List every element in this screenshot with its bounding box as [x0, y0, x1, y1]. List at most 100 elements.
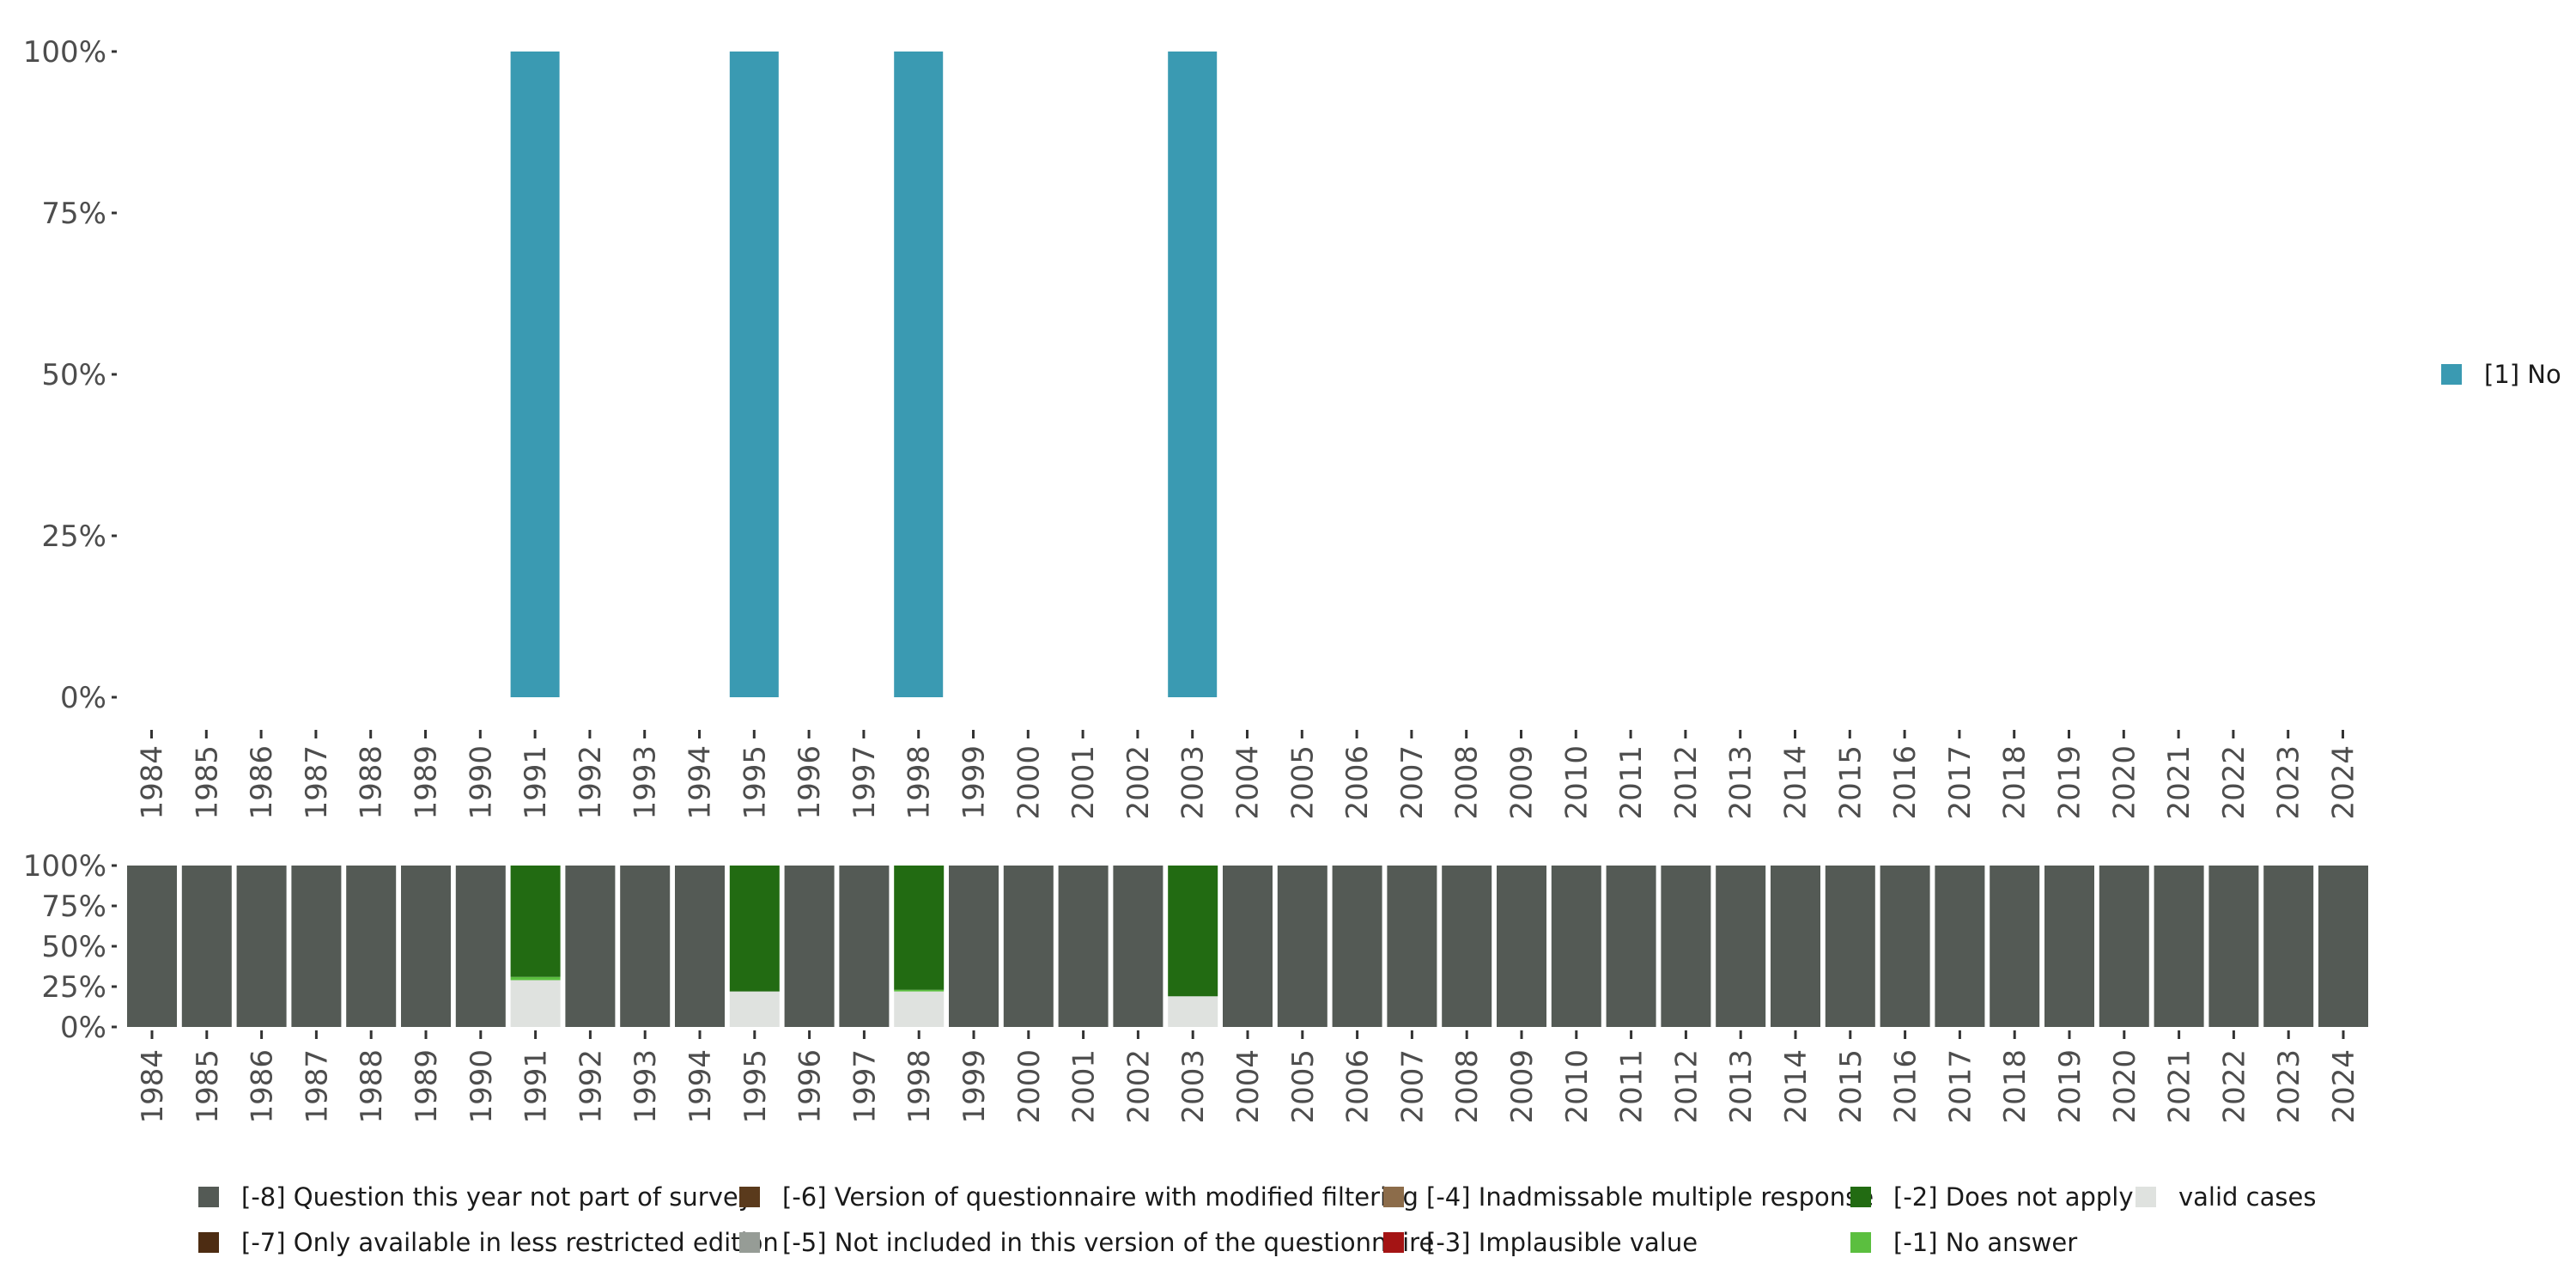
legend-swatch — [739, 1232, 760, 1253]
x-tick-label: 1990 — [464, 745, 498, 820]
x-tick-label: 1998 — [902, 745, 937, 820]
bar-segment — [1168, 866, 1218, 997]
x-tick-label: 1992 — [574, 1049, 608, 1124]
x-tick-label: 1996 — [793, 1049, 828, 1124]
x-tick-label: 2022 — [2217, 1049, 2251, 1124]
bar-segment — [2208, 866, 2259, 1027]
bar-segment — [729, 991, 780, 1027]
bar-segment — [1935, 866, 1985, 1027]
x-tick-label: 2003 — [1176, 745, 1211, 820]
bar-segment — [1387, 866, 1437, 1027]
legend-label: [-7] Only available in less restricted e… — [241, 1228, 779, 1257]
bar-segment — [894, 989, 945, 992]
bar-segment — [1223, 866, 1273, 1027]
bar-segment — [1825, 866, 1875, 1027]
x-tick-label: 2009 — [1505, 1049, 1540, 1124]
x-tick-label: 1987 — [300, 1049, 334, 1124]
x-tick-label: 2011 — [1615, 1049, 1649, 1124]
bar-segment — [2154, 866, 2204, 1027]
legend-label: [-3] Implausible value — [1426, 1228, 1698, 1257]
x-tick-label: 2001 — [1066, 745, 1101, 820]
x-tick-label: 2013 — [1724, 1049, 1759, 1124]
bar-segment — [1442, 866, 1492, 1027]
x-tick-label: 1992 — [574, 745, 608, 820]
x-tick-label: 2023 — [2272, 745, 2306, 820]
legend-label: [-5] Not included in this version of the… — [782, 1228, 1434, 1257]
bar-segment — [1990, 866, 2040, 1027]
bar-segment — [1716, 866, 1766, 1027]
x-tick-label: 2015 — [1834, 1049, 1868, 1124]
bar-segment — [236, 866, 287, 1027]
legend-swatch — [2441, 364, 2462, 385]
x-tick-label: 2018 — [1998, 1049, 2032, 1124]
x-tick-label: 2013 — [1724, 745, 1759, 820]
legend-label: [1] No — [2484, 360, 2561, 389]
legend-swatch — [2136, 1187, 2156, 1207]
x-tick-label: 2001 — [1067, 1049, 1102, 1124]
x-tick-label: 2019 — [2053, 1049, 2087, 1124]
x-tick-label: 1985 — [190, 745, 224, 820]
x-tick-label: 1997 — [848, 1049, 882, 1124]
legend-swatch — [1383, 1187, 1404, 1207]
x-tick-label: 2004 — [1231, 1049, 1266, 1124]
x-tick-label: 2014 — [1779, 1049, 1814, 1124]
x-tick-label: 2012 — [1669, 1049, 1704, 1124]
x-tick-label: 2006 — [1340, 745, 1375, 820]
bar-segment — [1332, 866, 1382, 1027]
x-tick-label: 1984 — [136, 745, 170, 820]
x-tick-label: 2017 — [1943, 745, 1978, 820]
x-tick-label: 1986 — [246, 1049, 280, 1124]
x-tick-label: 1986 — [245, 745, 279, 820]
x-tick-label: 2007 — [1395, 745, 1430, 820]
x-tick-label: 2006 — [1341, 1049, 1376, 1124]
bar-segment — [894, 866, 945, 990]
x-tick-label: 2012 — [1669, 745, 1704, 820]
bar-segment — [894, 991, 945, 1027]
bar-segment — [1168, 996, 1218, 1027]
y-tick-label: 100% — [23, 849, 106, 884]
legend-label: valid cases — [2178, 1182, 2316, 1212]
y-tick-label: 75% — [41, 890, 106, 924]
x-tick-label: 2021 — [2162, 745, 2196, 820]
x-tick-label: 2002 — [1121, 745, 1156, 820]
y-tick-label: 100% — [23, 35, 106, 70]
x-tick-label: 1994 — [683, 745, 718, 820]
y-tick-label: 0% — [60, 1011, 106, 1045]
x-tick-label: 2003 — [1176, 1049, 1211, 1124]
x-tick-label: 2020 — [2108, 1049, 2142, 1124]
legend-label: [-8] Question this year not part of surv… — [241, 1182, 753, 1212]
x-tick-label: 2016 — [1889, 1049, 1923, 1124]
bar-segment — [675, 866, 725, 1027]
bar-segment — [2318, 866, 2368, 1027]
bar-segment — [2099, 866, 2149, 1027]
legend-label: [-1] No answer — [1893, 1228, 2077, 1257]
bar-segment — [894, 52, 944, 697]
x-tick-label: 1989 — [410, 745, 444, 820]
x-tick-label: 1988 — [355, 745, 389, 820]
x-tick-label: 1991 — [519, 1049, 554, 1124]
bar-segment — [510, 976, 561, 981]
x-tick-label: 2023 — [2272, 1049, 2306, 1124]
x-tick-label: 2005 — [1286, 1049, 1321, 1124]
x-tick-label: 2011 — [1614, 745, 1649, 820]
x-tick-label: 1988 — [355, 1049, 389, 1124]
x-tick-label: 2005 — [1285, 745, 1320, 820]
bar-segment — [1771, 866, 1820, 1027]
x-tick-label: 2014 — [1779, 745, 1814, 820]
legend-label: [-2] Does not apply — [1893, 1182, 2134, 1212]
x-tick-label: 2000 — [1012, 745, 1046, 820]
x-tick-label: 2004 — [1231, 745, 1266, 820]
bar-segment — [346, 866, 397, 1027]
x-tick-label: 1984 — [136, 1049, 170, 1124]
x-tick-label: 2018 — [1998, 745, 2032, 820]
legend-swatch — [1850, 1187, 1871, 1207]
bar-segment — [2044, 866, 2094, 1027]
y-tick-label: 75% — [41, 197, 106, 231]
bar-segment — [2263, 866, 2314, 1027]
legend-swatch — [198, 1232, 219, 1253]
x-tick-label: 2022 — [2217, 745, 2251, 820]
x-tick-label: 2008 — [1450, 1049, 1485, 1124]
x-tick-label: 1990 — [465, 1049, 499, 1124]
x-tick-label: 2000 — [1012, 1049, 1047, 1124]
x-tick-label: 2020 — [2107, 745, 2142, 820]
